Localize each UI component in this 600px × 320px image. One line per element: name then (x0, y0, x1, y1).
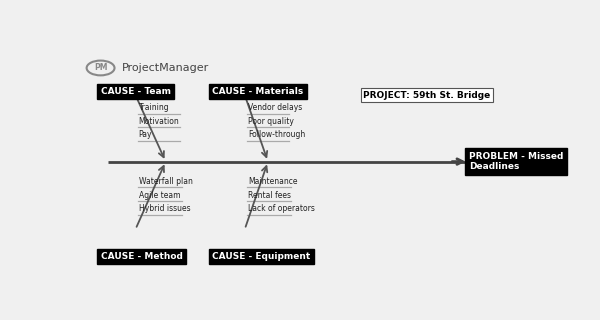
Text: Training: Training (139, 103, 169, 112)
Text: Waterfall plan: Waterfall plan (139, 177, 193, 186)
Text: Pay: Pay (139, 131, 152, 140)
Text: PROJECT: 59th St. Bridge: PROJECT: 59th St. Bridge (364, 91, 491, 100)
Text: ProjectManager: ProjectManager (121, 63, 209, 73)
Text: Agile team: Agile team (139, 191, 180, 200)
Text: Rental fees: Rental fees (248, 191, 291, 200)
Text: Poor quality: Poor quality (248, 117, 294, 126)
Text: CAUSE - Equipment: CAUSE - Equipment (212, 252, 310, 261)
Text: PM: PM (94, 63, 107, 72)
Text: Follow-through: Follow-through (248, 131, 305, 140)
Text: Hybrid issues: Hybrid issues (139, 204, 190, 213)
Text: Lack of operators: Lack of operators (248, 204, 315, 213)
Text: Vendor delays: Vendor delays (248, 103, 302, 112)
Text: Maintenance: Maintenance (248, 177, 298, 186)
Text: CAUSE - Method: CAUSE - Method (101, 252, 182, 261)
Text: CAUSE - Materials: CAUSE - Materials (212, 87, 304, 96)
Text: PROBLEM - Missed
Deadlines: PROBLEM - Missed Deadlines (469, 152, 563, 171)
Text: Motivation: Motivation (139, 117, 179, 126)
Text: CAUSE - Team: CAUSE - Team (101, 87, 170, 96)
